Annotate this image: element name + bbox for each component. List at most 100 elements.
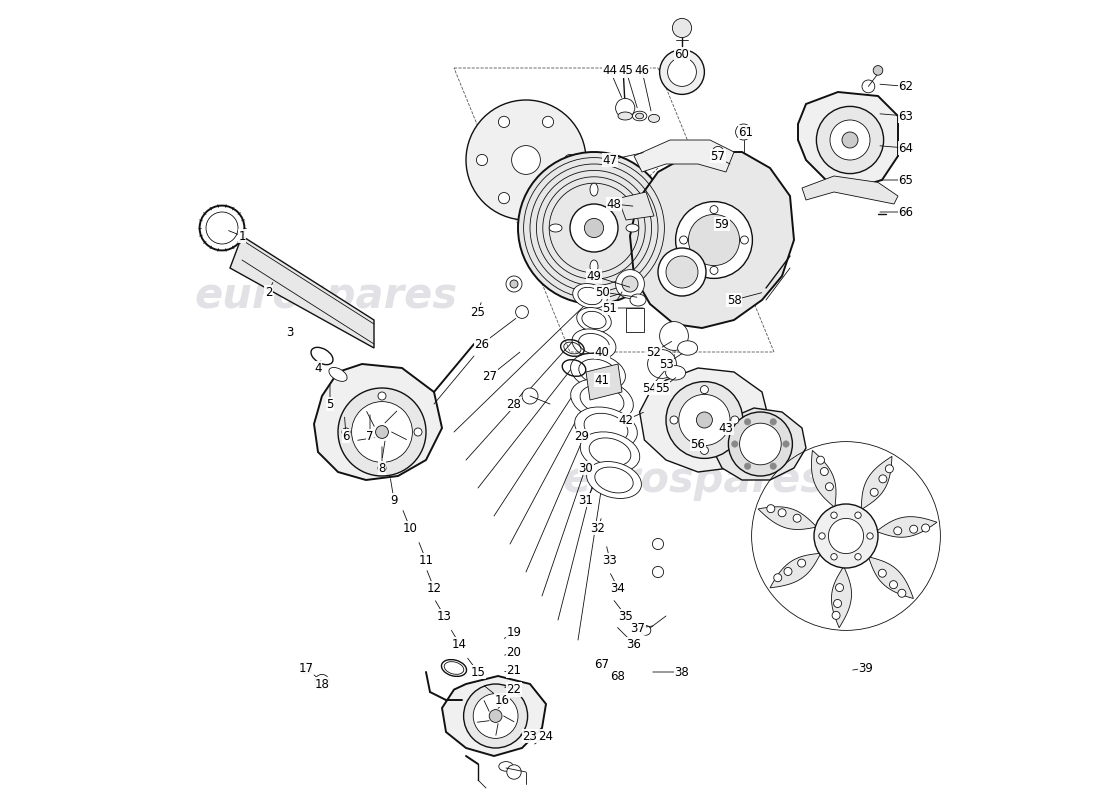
Ellipse shape: [618, 112, 632, 120]
Text: 23: 23: [522, 730, 538, 742]
Circle shape: [652, 566, 663, 578]
Circle shape: [767, 505, 774, 513]
Text: 41: 41: [594, 374, 609, 386]
Ellipse shape: [571, 379, 634, 421]
Circle shape: [522, 388, 538, 404]
Ellipse shape: [648, 114, 660, 122]
Circle shape: [783, 441, 789, 447]
Ellipse shape: [666, 366, 685, 380]
Circle shape: [728, 412, 792, 476]
Circle shape: [463, 684, 528, 748]
Circle shape: [342, 428, 350, 436]
Circle shape: [816, 456, 825, 464]
Text: 67: 67: [594, 658, 609, 670]
Circle shape: [414, 428, 422, 436]
Circle shape: [770, 463, 777, 470]
Ellipse shape: [590, 183, 598, 196]
Circle shape: [648, 350, 676, 378]
Circle shape: [542, 116, 553, 127]
Ellipse shape: [576, 307, 612, 333]
Text: 13: 13: [437, 610, 452, 622]
Text: 60: 60: [674, 48, 690, 61]
Text: 63: 63: [899, 110, 913, 122]
Polygon shape: [442, 676, 546, 756]
Circle shape: [680, 236, 688, 244]
Circle shape: [206, 212, 238, 244]
Bar: [626, 308, 644, 332]
Circle shape: [666, 382, 743, 458]
Text: 10: 10: [403, 522, 417, 534]
Text: 68: 68: [610, 670, 626, 682]
Circle shape: [793, 514, 801, 522]
Circle shape: [855, 554, 861, 560]
Circle shape: [616, 98, 635, 118]
Text: 22: 22: [506, 683, 521, 696]
Circle shape: [745, 418, 751, 425]
Text: 15: 15: [471, 666, 485, 678]
Text: 45: 45: [618, 64, 634, 77]
Circle shape: [842, 132, 858, 148]
Circle shape: [641, 626, 651, 635]
Text: 61: 61: [738, 126, 754, 138]
Text: eurospares: eurospares: [195, 275, 458, 317]
Text: 12: 12: [427, 582, 441, 594]
Circle shape: [710, 206, 718, 214]
Circle shape: [730, 416, 739, 424]
Circle shape: [666, 256, 698, 288]
Text: 37: 37: [630, 622, 646, 634]
Circle shape: [828, 518, 864, 554]
Text: 30: 30: [579, 462, 593, 474]
Circle shape: [660, 322, 689, 350]
Ellipse shape: [590, 260, 598, 273]
Polygon shape: [230, 236, 374, 348]
Circle shape: [701, 386, 708, 394]
Text: 66: 66: [899, 206, 913, 218]
Circle shape: [834, 599, 842, 607]
Polygon shape: [812, 450, 836, 508]
Circle shape: [584, 218, 604, 238]
Circle shape: [886, 465, 893, 473]
Circle shape: [564, 154, 575, 166]
Circle shape: [516, 306, 528, 318]
Text: 2: 2: [265, 286, 272, 298]
Circle shape: [878, 570, 887, 578]
Circle shape: [890, 581, 898, 589]
Text: 62: 62: [899, 80, 913, 93]
Circle shape: [745, 463, 751, 470]
Text: 38: 38: [674, 666, 690, 678]
Circle shape: [814, 504, 878, 568]
Circle shape: [701, 446, 708, 454]
Text: 28: 28: [507, 398, 521, 410]
Ellipse shape: [626, 224, 639, 232]
Text: 58: 58: [727, 294, 741, 306]
Circle shape: [713, 146, 724, 158]
Text: 54: 54: [642, 382, 658, 394]
Circle shape: [507, 765, 521, 779]
Text: 42: 42: [618, 414, 634, 426]
Text: eurospares: eurospares: [562, 459, 826, 501]
Circle shape: [710, 266, 718, 274]
Polygon shape: [639, 368, 770, 472]
Text: 9: 9: [390, 494, 398, 506]
Text: 29: 29: [574, 430, 590, 442]
Circle shape: [836, 583, 844, 591]
Text: 57: 57: [711, 150, 725, 162]
Circle shape: [315, 674, 329, 689]
Text: 55: 55: [654, 382, 670, 394]
Text: 52: 52: [647, 346, 661, 358]
Circle shape: [821, 467, 828, 475]
Circle shape: [770, 418, 777, 425]
Circle shape: [668, 58, 696, 86]
Text: 11: 11: [418, 554, 433, 566]
Circle shape: [510, 280, 518, 288]
Text: 35: 35: [618, 610, 634, 622]
Circle shape: [773, 574, 782, 582]
Text: 40: 40: [595, 346, 609, 358]
Circle shape: [696, 412, 713, 428]
Text: 46: 46: [635, 64, 649, 77]
Text: 19: 19: [506, 626, 521, 638]
Text: 14: 14: [452, 638, 468, 650]
Text: 36: 36: [627, 638, 641, 650]
Circle shape: [798, 559, 805, 567]
Circle shape: [506, 276, 522, 292]
